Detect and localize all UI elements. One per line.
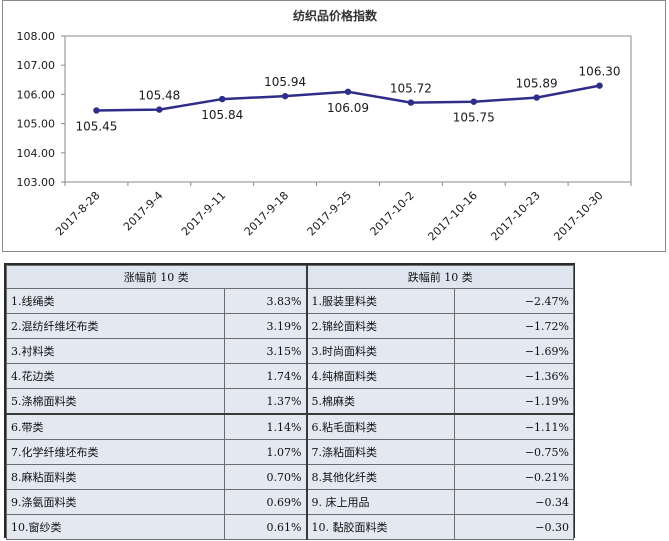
gainer-value: 1.74% [224, 363, 307, 389]
data-point [156, 106, 163, 113]
chart-panel: 纺织品价格指数 103.00 104.00 105.00 106.00 107.00 10… [2, 0, 666, 252]
gainer-value: 0.70% [224, 464, 307, 490]
y-tick-label: 104.00 [17, 147, 56, 160]
decliner-value: −1.72% [454, 313, 574, 339]
x-tick-label: 2017-10-2 [368, 189, 417, 238]
data-point [281, 92, 289, 100]
gainer-name: 3.衬料类 [6, 338, 225, 364]
x-tick-label: 2017-9-25 [305, 189, 354, 238]
decliner-name: 9. 床上用品 [305, 489, 455, 515]
decliner-value: −0.21% [454, 464, 574, 490]
data-label: 105.94 [264, 75, 306, 89]
table-row: 10.窗纱类 0.61% 10. 黏胶面料类 −0.30 [6, 514, 574, 540]
table-row: 4.花边类 1.74% 4.纯棉面料类 −1.36% [6, 363, 574, 389]
decliner-value: −1.36% [454, 363, 574, 389]
data-point [344, 88, 352, 95]
decliner-value: −1.11% [454, 413, 574, 440]
gainer-name: 1.线绳类 [6, 288, 225, 314]
gainer-name: 7.化学纤维坯布类 [6, 439, 225, 465]
table-row: 7.化学纤维坯布类 1.07% 7.涤粘面料类 −0.75% [6, 439, 574, 465]
decliner-name: 5.棉麻类 [305, 388, 455, 415]
gainer-name: 2.混纺纤维坯布类 [6, 313, 225, 339]
data-point [470, 98, 477, 105]
gainer-value: 1.07% [224, 439, 307, 465]
decliner-name: 10. 黏胶面料类 [305, 514, 455, 540]
gainer-name: 5.涤棉面料类 [6, 388, 225, 415]
y-tick-label: 103.00 [17, 176, 56, 189]
data-label: 105.89 [516, 77, 558, 91]
data-label: 105.84 [201, 108, 243, 122]
gainer-name: 8.麻粘面料类 [6, 464, 225, 490]
y-tick-label: 107.00 [17, 59, 56, 72]
gainer-value: 0.61% [224, 514, 307, 540]
gainer-name: 9.涤氨面料类 [6, 489, 225, 515]
y-tick-label: 108.00 [17, 30, 56, 43]
chart-title: 纺织品价格指数 [293, 8, 378, 23]
decliner-name: 3.时尚面料类 [305, 338, 455, 364]
y-tick-label: 106.00 [17, 88, 56, 101]
table-row: 3.衬料类 3.15% 3.时尚面料类 −1.69% [6, 338, 574, 364]
table-row: 1.线绳类 3.83% 1.服装里料类 −2.47% [6, 288, 574, 314]
data-point [407, 99, 415, 106]
decliner-name: 4.纯棉面料类 [305, 363, 455, 389]
decliner-name: 6.粘毛面料类 [305, 413, 455, 440]
table-row: 2.混纺纤维坯布类 3.19% 2.锦纶面料类 −1.72% [6, 313, 574, 339]
table-body: 1.线绳类 3.83% 1.服装里料类 −2.47% 2.混纺纤维坯布类 3.19% 2.锦… [6, 288, 574, 540]
x-tick-label: 2017-8-28 [53, 189, 102, 238]
gainer-value: 3.83% [224, 288, 307, 314]
gainer-value: 0.69% [224, 489, 307, 515]
data-label: 106.30 [579, 65, 621, 79]
data-label: 105.48 [138, 89, 180, 103]
x-tick-label: 2017-10-23 [488, 189, 542, 243]
price-change-table: 涨幅前 10 类 跌幅前 10 类 1.线绳类 3.83% 1.服装里料类 −2.47… [4, 263, 575, 540]
gainer-value: 1.37% [224, 388, 307, 415]
table-row: 9.涤氨面料类 0.69% 9. 床上用品 −0.34 [6, 489, 574, 515]
y-tick-label: 105.00 [17, 118, 56, 131]
decliner-name: 2.锦纶面料类 [305, 313, 455, 339]
x-tick-label: 2017-10-16 [425, 189, 479, 243]
table-row: 8.麻粘面料类 0.70% 8.其他化纤类 −0.21% [6, 464, 574, 490]
decliner-value: −2.47% [454, 288, 574, 314]
header-top-decliners: 跌幅前 10 类 [305, 265, 574, 289]
data-point [93, 107, 100, 114]
table-row: 6.带类 1.14% 6.粘毛面料类 −1.11% [6, 413, 574, 440]
line-chart: 纺织品价格指数 103.00 104.00 105.00 106.00 107.00 10… [17, 8, 632, 243]
x-tick-label: 2017-9-4 [121, 189, 166, 234]
x-tick-label: 2017-9-18 [242, 189, 291, 238]
decliner-value: −1.69% [454, 338, 574, 364]
decliner-value: −0.75% [454, 439, 574, 465]
gainer-name: 6.带类 [6, 413, 225, 440]
data-label: 105.45 [75, 119, 117, 133]
data-label: 106.09 [327, 101, 369, 115]
x-tick-label: 2017-9-11 [179, 189, 228, 238]
gainer-value: 3.19% [224, 313, 307, 339]
decliner-name: 1.服装里料类 [305, 288, 455, 314]
data-label: 105.75 [453, 111, 495, 125]
gainer-name: 10.窗纱类 [6, 514, 225, 540]
decliner-name: 8.其他化纤类 [305, 464, 455, 490]
header-top-gainers: 涨幅前 10 类 [6, 265, 307, 289]
decliner-value: −0.34 [454, 489, 574, 515]
data-label: 105.72 [390, 82, 432, 96]
decliner-value: −0.30 [454, 514, 574, 540]
data-point [596, 82, 603, 89]
table-row: 5.涤棉面料类 1.37% 5.棉麻类 −1.19% [6, 388, 574, 415]
decliner-value: −1.19% [454, 388, 574, 415]
gainer-value: 1.14% [224, 413, 307, 440]
data-point [533, 94, 540, 101]
decliner-name: 7.涤粘面料类 [305, 439, 455, 465]
top10-table: 涨幅前 10 类 跌幅前 10 类 1.线绳类 3.83% 1.服装里料类 −2.47… [6, 265, 574, 540]
plot-area-frame [64, 35, 632, 183]
gainer-name: 4.花边类 [6, 363, 225, 389]
data-point [219, 95, 226, 103]
gainer-value: 3.15% [224, 338, 307, 364]
x-tick-label: 2017-10-30 [551, 189, 605, 243]
